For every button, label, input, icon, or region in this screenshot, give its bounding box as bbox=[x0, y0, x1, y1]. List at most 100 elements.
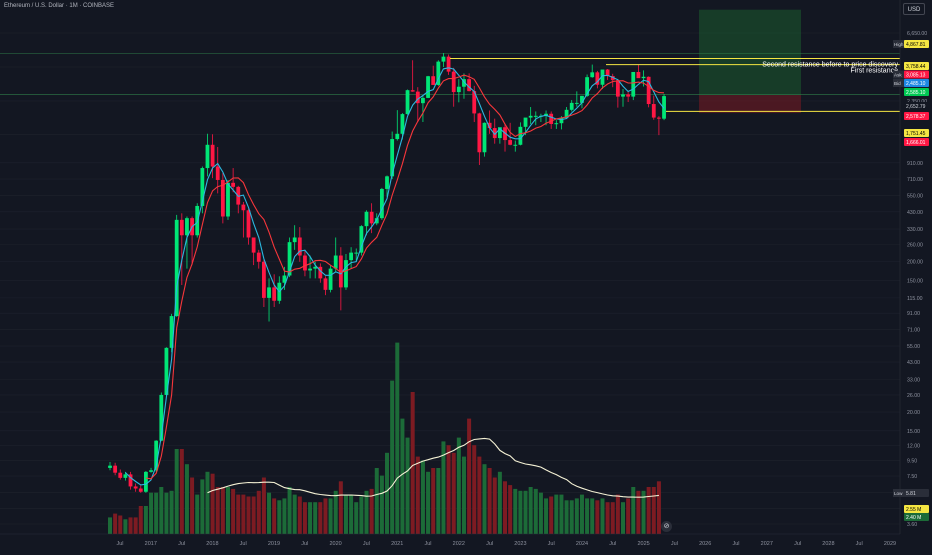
volume-bar bbox=[554, 494, 559, 534]
volume-bar bbox=[426, 471, 431, 534]
price-tick-label: 430.00 bbox=[907, 210, 923, 216]
candle-body bbox=[251, 237, 256, 253]
candle-body bbox=[610, 76, 615, 81]
time-axis-labels: Jul 2017 Jul 2018 Jul 2019 Jul 2020 Jul 2021 Jul 20… bbox=[116, 541, 896, 547]
volume-bar bbox=[590, 498, 595, 534]
candle-body bbox=[605, 69, 610, 77]
volume-bar bbox=[297, 496, 302, 534]
candle-body bbox=[405, 90, 410, 115]
price-tick-label: 9.50 bbox=[907, 459, 917, 465]
candle-body bbox=[113, 465, 118, 473]
price-badges: High 4,867.81 3,758.44 Ask 3,085.13 Bid 2,485.… bbox=[893, 40, 929, 521]
volume-bar bbox=[308, 502, 313, 534]
volume-bar bbox=[108, 517, 112, 534]
price-tick-label: 71.00 bbox=[907, 327, 920, 333]
candle-body bbox=[359, 226, 364, 253]
candle-body bbox=[354, 252, 359, 254]
volume-bar bbox=[225, 487, 230, 534]
time-axis-label: 2022 bbox=[453, 541, 465, 547]
symbol-title[interactable]: Ethereum / U.S. Dollar · 1M · COINBASE bbox=[4, 3, 115, 9]
candle-body bbox=[379, 188, 384, 219]
volume-bar bbox=[610, 502, 615, 534]
volume-bar bbox=[333, 490, 338, 534]
volume-bar bbox=[159, 487, 164, 534]
price-badge-value: 1,751.45 bbox=[906, 131, 926, 137]
time-axis-label: 2028 bbox=[822, 541, 834, 547]
volume-bar bbox=[482, 464, 487, 534]
candle-body bbox=[292, 237, 297, 243]
candle-body bbox=[344, 260, 348, 288]
price-tick-label: 91.00 bbox=[907, 311, 920, 317]
candle-body bbox=[554, 123, 559, 125]
candle-body bbox=[472, 91, 477, 114]
candle-body bbox=[328, 268, 333, 290]
volume-bar bbox=[456, 437, 461, 534]
price-badge bbox=[904, 79, 929, 87]
price-badge-value: 2,585.10 bbox=[906, 90, 926, 96]
price-badge-value: 2,578.37 bbox=[906, 114, 926, 120]
candle-body bbox=[451, 71, 456, 93]
candle-body bbox=[518, 126, 523, 145]
candle-body bbox=[282, 275, 287, 283]
candle-body bbox=[149, 470, 153, 472]
candle-body bbox=[179, 219, 184, 236]
price-badge-value: 2.55 M bbox=[906, 507, 921, 513]
volume-bar bbox=[400, 418, 405, 534]
candle-body bbox=[651, 104, 656, 118]
candle-body bbox=[246, 210, 251, 238]
candle-body bbox=[559, 117, 564, 124]
volume-bar bbox=[277, 500, 282, 534]
volume-bar bbox=[385, 452, 390, 534]
volume-bar bbox=[267, 492, 272, 534]
volume-bar bbox=[323, 498, 328, 534]
candle-body bbox=[657, 117, 661, 119]
price-tick-label: 6,650.00 bbox=[907, 31, 927, 37]
candle-body bbox=[595, 72, 600, 85]
price-tick-label: 26.00 bbox=[907, 393, 920, 399]
volume-bar bbox=[200, 479, 205, 534]
volume-bar bbox=[646, 487, 651, 534]
time-axis-label: Jul bbox=[178, 541, 185, 547]
volume-bar bbox=[595, 500, 600, 534]
time-axis-label: 2017 bbox=[145, 541, 157, 547]
price-tick-label: 260.00 bbox=[907, 243, 923, 249]
candle-body bbox=[492, 128, 497, 139]
candle-body bbox=[482, 122, 487, 153]
price-tick-label: 550.00 bbox=[907, 194, 923, 200]
price-badge-tag bbox=[893, 40, 905, 48]
time-axis-label: 2019 bbox=[268, 541, 280, 547]
volume-bar bbox=[477, 456, 482, 534]
currency-button[interactable]: USD bbox=[903, 3, 925, 15]
volume-bar bbox=[415, 456, 420, 534]
volume-bar bbox=[641, 490, 646, 534]
volume-bar bbox=[123, 519, 128, 534]
candle-body bbox=[200, 168, 205, 206]
candle-body bbox=[600, 69, 605, 85]
price-tick-label: 55.00 bbox=[907, 344, 920, 350]
price-badge-tag bbox=[893, 489, 905, 497]
time-axis-label: 2027 bbox=[761, 541, 773, 547]
volume-bar bbox=[487, 468, 492, 534]
volume-bar bbox=[395, 342, 400, 534]
second-resistance-label: Second resistance before to price discov… bbox=[762, 61, 898, 68]
time-axis-label: 2021 bbox=[391, 541, 403, 547]
candle-body bbox=[426, 76, 430, 98]
candle-body bbox=[585, 77, 589, 96]
volume-bar bbox=[420, 460, 425, 534]
tradingview-logo-icon[interactable]: ⊘ bbox=[661, 521, 672, 532]
candle-body bbox=[272, 287, 277, 301]
price-tick-label: 330.00 bbox=[907, 227, 923, 233]
candle-body bbox=[410, 90, 415, 92]
volume-bar bbox=[210, 473, 215, 534]
volume-bar bbox=[559, 494, 564, 534]
time-axis-label: Jul bbox=[486, 541, 493, 547]
candle-body bbox=[626, 94, 631, 97]
candle-body bbox=[118, 472, 123, 478]
time-axis-label: Jul bbox=[548, 541, 555, 547]
price-tick-label: 33.00 bbox=[907, 377, 920, 383]
volume-bar bbox=[369, 488, 374, 534]
price-badge-value: 2,485.10 bbox=[906, 81, 926, 87]
candle-body bbox=[641, 76, 646, 79]
